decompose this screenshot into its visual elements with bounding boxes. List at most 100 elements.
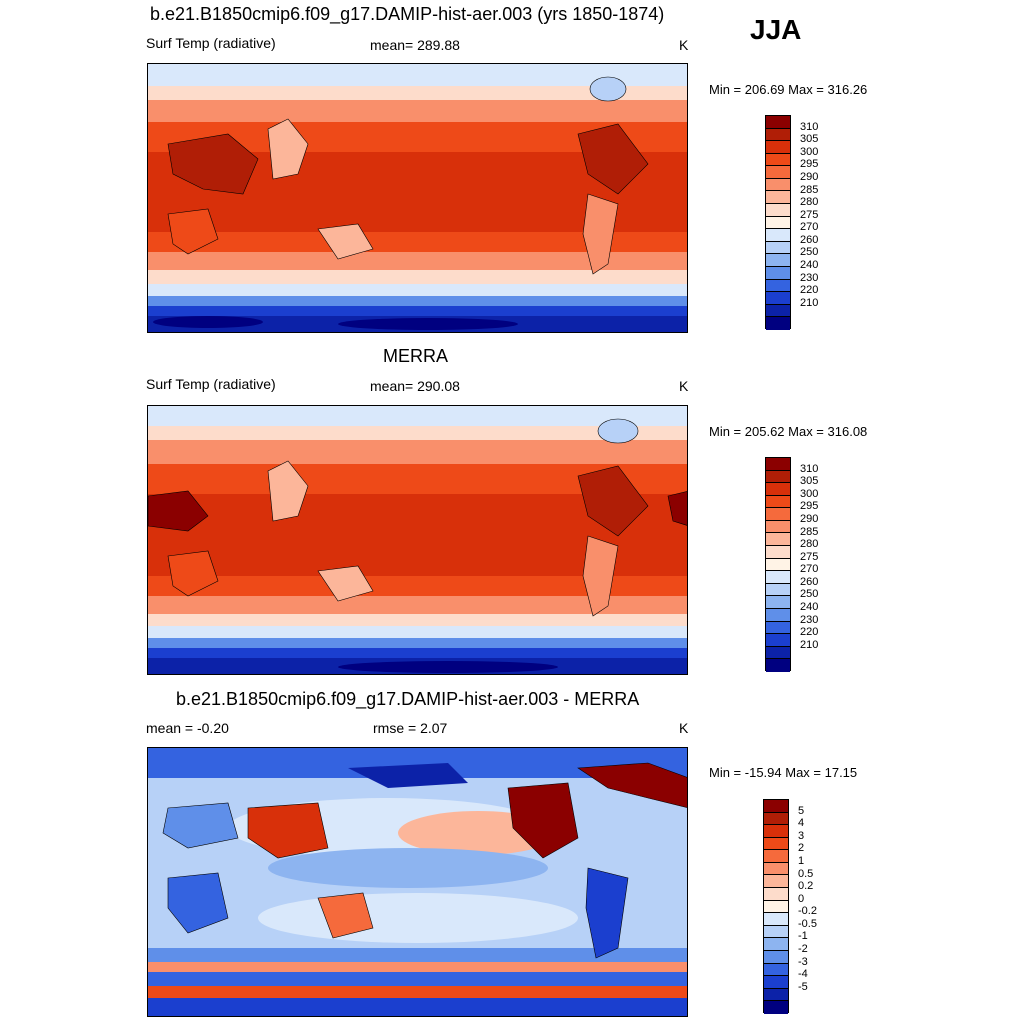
colorbar-segment (766, 558, 790, 572)
colorbar-segment (766, 191, 790, 205)
colorbar-segment (766, 216, 790, 230)
colorbar-segment (764, 950, 788, 964)
colorbar-tick-label: -0.2 (798, 905, 817, 918)
colorbar-segment (764, 913, 788, 926)
colorbar-tick-label: 250 (800, 588, 819, 601)
colorbar-tick-label: 240 (800, 259, 819, 272)
colorbar-tick-label: 220 (800, 626, 819, 639)
panel-3-map (147, 747, 688, 1017)
colorbar-segment (766, 116, 790, 129)
colorbar-tick-label: 260 (800, 233, 819, 246)
panel-1-colorbar (765, 115, 791, 330)
colorbar-segment (764, 850, 788, 863)
colorbar-segment (766, 483, 790, 496)
panel-2-colorbar (765, 457, 791, 672)
colorbar-tick-label: 210 (800, 638, 819, 651)
colorbar-tick-label: 260 (800, 575, 819, 588)
colorbar-tick-label: -3 (798, 955, 808, 968)
panel-3-title: b.e21.B1850cmip6.f09_g17.DAMIP-hist-aer.… (176, 689, 640, 709)
colorbar-segment (764, 900, 788, 914)
colorbar-segment (766, 229, 790, 242)
panel-1-mean-label: mean= 289.88 (370, 37, 460, 53)
panel-1-minmax: Min = 206.69 Max = 316.26 (709, 82, 868, 97)
colorbar-segment (766, 659, 790, 672)
colorbar-segment (766, 571, 790, 584)
colorbar-segment (764, 976, 788, 989)
colorbar-segment (766, 166, 790, 179)
panel-1-title: b.e21.B1850cmip6.f09_g17.DAMIP-hist-aer.… (150, 4, 665, 24)
panel-1-units: K (679, 37, 689, 53)
colorbar-segment (766, 458, 790, 471)
colorbar-tick-label: 0.5 (798, 867, 814, 880)
colorbar-segment (764, 938, 788, 951)
colorbar-segment (766, 279, 790, 293)
panel-3-units: K (679, 720, 689, 736)
panel-1-map-field (148, 64, 687, 332)
colorbar-segment (766, 292, 790, 305)
colorbar-segment (766, 520, 790, 534)
colorbar-tick-label: 0 (798, 892, 805, 905)
panel-1-variable-label: Surf Temp (radiative) (146, 35, 276, 51)
colorbar-segment (766, 608, 790, 622)
colorbar-tick-label: 220 (800, 284, 819, 297)
colorbar-segment (766, 621, 790, 635)
colorbar-tick-label: 1 (798, 854, 805, 867)
colorbar-segment (764, 837, 788, 851)
colorbar-tick-label: 4 (798, 817, 805, 830)
colorbar-segment (766, 508, 790, 521)
colorbar-tick-label: 280 (800, 196, 819, 209)
colorbar-segment (766, 546, 790, 559)
colorbar-tick-label: 290 (800, 170, 819, 183)
colorbar-tick-label: 250 (800, 246, 819, 259)
colorbar-tick-label: 0.2 (798, 880, 814, 893)
colorbar-tick-label: 290 (800, 512, 819, 525)
colorbar-segment (764, 963, 788, 977)
colorbar-tick-label: 295 (800, 500, 819, 513)
colorbar-segment (766, 317, 790, 330)
colorbar-tick-label: -0.5 (798, 917, 817, 930)
colorbar-tick-label: 5 (798, 804, 805, 817)
colorbar-segment (766, 646, 790, 660)
colorbar-tick-label: -5 (798, 980, 808, 993)
colorbar-tick-label: 275 (800, 550, 819, 563)
colorbar-segment (766, 304, 790, 318)
colorbar-tick-label: 310 (800, 120, 819, 133)
colorbar-tick-label: -4 (798, 968, 808, 981)
colorbar-tick-label: 270 (800, 563, 819, 576)
panel-2-units: K (679, 378, 689, 394)
panel-2-mean-label: mean= 290.08 (370, 378, 460, 394)
colorbar-segment (764, 875, 788, 889)
panel-2-map-field (148, 406, 687, 674)
panel-2-title: MERRA (383, 346, 449, 366)
colorbar-segment (766, 204, 790, 217)
colorbar-segment (766, 596, 790, 609)
colorbar-tick-label: 2 (798, 842, 805, 855)
colorbar-tick-label: 285 (800, 525, 819, 538)
panel-2-minmax: Min = 205.62 Max = 316.08 (709, 424, 868, 439)
panel-3-minmax: Min = -15.94 Max = 17.15 (709, 765, 858, 780)
colorbar-segment (766, 470, 790, 484)
colorbar-segment (764, 888, 788, 901)
colorbar-tick-label: 230 (800, 271, 819, 284)
colorbar-segment (764, 988, 788, 1002)
colorbar-segment (764, 862, 788, 876)
colorbar-tick-label: 285 (800, 183, 819, 196)
panel-3-mean-label: mean = -0.20 (146, 720, 229, 736)
colorbar-segment (766, 141, 790, 154)
colorbar-tick-label: 270 (800, 221, 819, 234)
colorbar-tick-label: 300 (800, 145, 819, 158)
panel-3-rmse-label: rmse = 2.07 (373, 720, 448, 736)
colorbar-tick-label: 300 (800, 487, 819, 500)
panel-3-map-field (148, 748, 687, 1016)
colorbar-segment (766, 178, 790, 192)
colorbar-segment (764, 812, 788, 826)
season-label: JJA (750, 14, 802, 45)
colorbar-segment (766, 533, 790, 547)
colorbar-tick-label: 275 (800, 208, 819, 221)
colorbar-segment (766, 495, 790, 509)
colorbar-segment (766, 583, 790, 597)
colorbar-segment (766, 254, 790, 267)
colorbar-segment (766, 266, 790, 280)
colorbar-tick-label: 230 (800, 613, 819, 626)
colorbar-segment (764, 825, 788, 838)
